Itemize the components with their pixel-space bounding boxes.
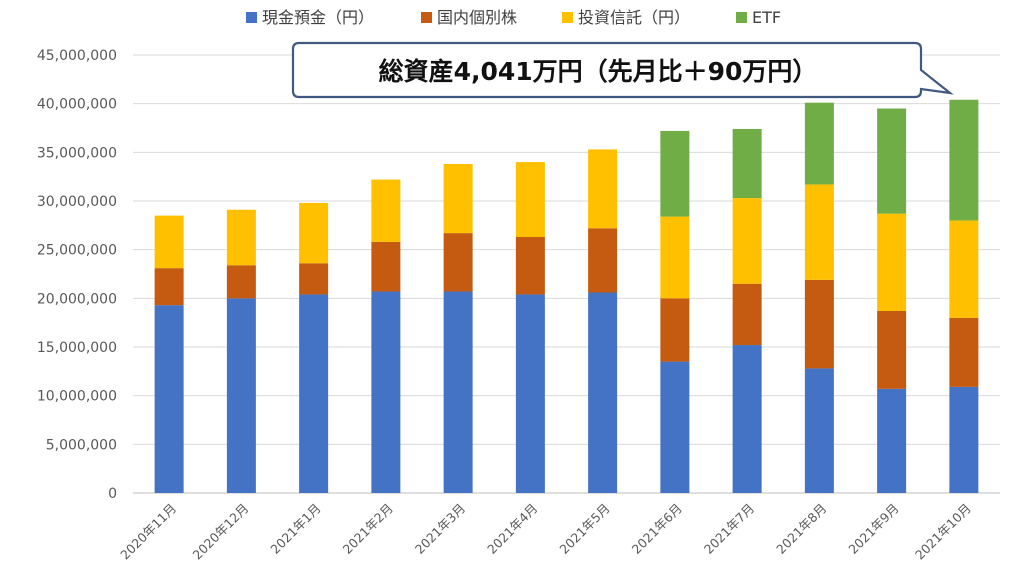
bar-segment (949, 99, 979, 221)
bar-segment (299, 202, 329, 264)
bar-segment (804, 368, 834, 493)
x-tick-label: 2021年7月 (701, 501, 757, 557)
y-tick-label: 20,000,000 (37, 291, 117, 307)
bar-segment (949, 220, 979, 318)
legend-swatch (421, 12, 432, 23)
bar-segment (299, 263, 329, 295)
bars (154, 99, 979, 493)
bar-segment (804, 279, 834, 369)
bar-segment (660, 130, 690, 217)
legend-label: 国内個別株 (437, 8, 517, 27)
x-tick-label: 2021年5月 (556, 501, 612, 557)
bar-segment (371, 291, 401, 493)
bar-segment (732, 345, 762, 493)
bar-segment (732, 283, 762, 346)
x-tick-label: 2021年4月 (484, 501, 540, 557)
bar-segment (732, 128, 762, 199)
y-tick-label: 10,000,000 (37, 389, 117, 405)
bar-segment (588, 228, 618, 293)
bar-segment (588, 149, 618, 229)
bar-segment (949, 317, 979, 387)
bar-segment (877, 388, 907, 493)
bar-segment (226, 298, 256, 493)
x-tick-label: 2021年8月 (773, 501, 829, 557)
y-tick-label: 40,000,000 (37, 97, 117, 113)
y-tick-label: 45,000,000 (37, 48, 117, 64)
callout-text: 総資産4,041万円（先月比＋90万円） (379, 57, 818, 86)
legend-label: 投資信託（円） (578, 8, 690, 27)
x-axis-ticks: 2020年11月 2020年12月 2021年1月 2021年2月 2021年3月 202… (117, 501, 974, 563)
bar-segment (804, 102, 834, 185)
callout-box (291, 41, 954, 99)
y-tick-label: 35,000,000 (37, 145, 117, 161)
bar-segment (226, 265, 256, 299)
bar-segment (515, 294, 545, 493)
bar-segment (877, 213, 907, 311)
x-tick-label: 2021年6月 (629, 501, 685, 557)
x-tick-label: 2020年12月 (189, 501, 251, 563)
bar-segment (299, 294, 329, 493)
legend-label: 現金預金（円） (262, 8, 374, 27)
total-assets-callout: 総資産4,041万円（先月比＋90万円） (291, 41, 954, 99)
bar-segment (949, 386, 979, 493)
bar-segment (443, 164, 473, 234)
bar-segment (154, 215, 184, 269)
bar-segment (515, 237, 545, 295)
grid-lines (133, 54, 1000, 494)
bar-segment (660, 216, 690, 299)
legend: 現金預金（円） 国内個別株 投資信託（円） ETF (246, 8, 781, 27)
bar-segment (588, 292, 618, 493)
x-tick-label: 2021年10月 (912, 501, 974, 563)
bar-segment (660, 298, 690, 362)
legend-swatch (562, 12, 573, 23)
bar-segment (877, 310, 907, 389)
bar-segment (226, 209, 256, 266)
legend-swatch (736, 12, 747, 23)
bar-segment (443, 233, 473, 292)
y-tick-label: 15,000,000 (37, 340, 117, 356)
y-tick-label: 5,000,000 (46, 437, 117, 453)
x-tick-label: 2021年3月 (412, 501, 468, 557)
bar-segment (154, 305, 184, 493)
bar-segment (154, 268, 184, 306)
x-tick-label: 2021年9月 (845, 501, 901, 557)
bar-segment (371, 241, 401, 292)
x-tick-label: 2020年11月 (117, 501, 179, 563)
bar-segment (732, 198, 762, 284)
bar-segment (660, 361, 690, 493)
bar-segment (515, 162, 545, 238)
bar-segment (371, 179, 401, 242)
bar-segment (804, 184, 834, 280)
legend-swatch (246, 12, 257, 23)
bar-segment (443, 291, 473, 493)
y-tick-label: 0 (108, 486, 117, 502)
bar-segment (877, 108, 907, 214)
y-tick-label: 30,000,000 (37, 194, 117, 210)
legend-label: ETF (752, 8, 781, 27)
y-axis-ticks: 0 5,000,000 10,000,000 15,000,000 20,000,000… (37, 48, 117, 502)
x-tick-label: 2021年1月 (267, 501, 323, 557)
x-tick-label: 2021年2月 (340, 501, 396, 557)
y-tick-label: 25,000,000 (37, 243, 117, 259)
